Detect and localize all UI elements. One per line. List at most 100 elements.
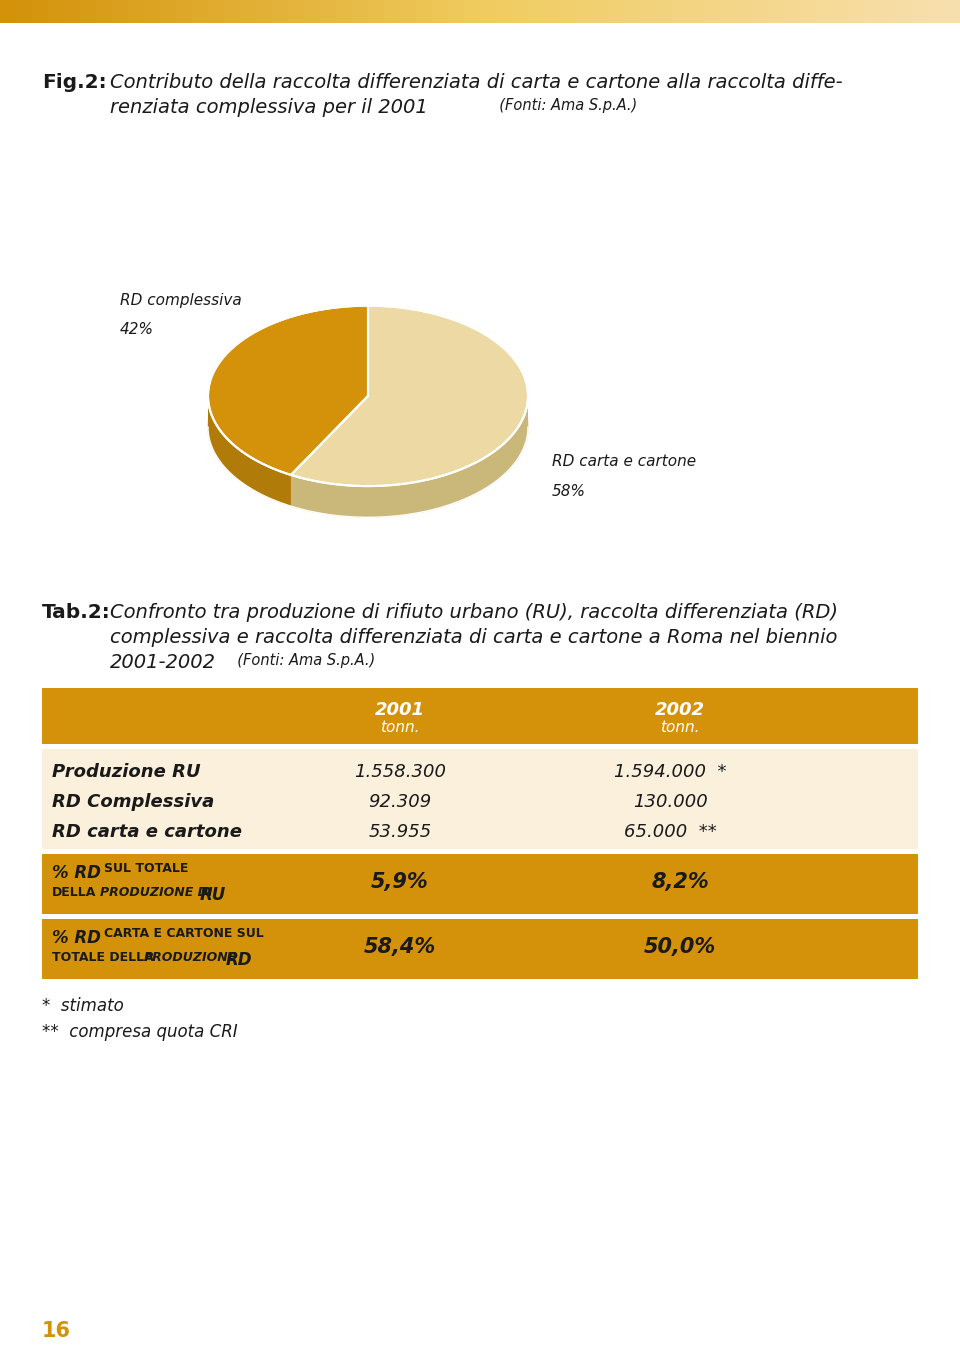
Bar: [560, 0, 577, 23]
Bar: [80, 0, 97, 23]
Bar: [16, 0, 33, 23]
Text: % RD: % RD: [52, 864, 101, 882]
Bar: [42, 915, 918, 919]
Bar: [800, 0, 817, 23]
Bar: [48, 0, 65, 23]
Polygon shape: [291, 395, 528, 518]
Text: renziata complessiva per il 2001: renziata complessiva per il 2001: [110, 98, 428, 117]
Text: RD carta e cartone: RD carta e cartone: [552, 454, 696, 469]
Bar: [640, 0, 657, 23]
Bar: [400, 0, 417, 23]
Bar: [528, 0, 545, 23]
Text: (Fonti: Ama S.p.A.): (Fonti: Ama S.p.A.): [228, 653, 375, 668]
Bar: [320, 0, 337, 23]
Bar: [720, 0, 737, 23]
Text: PRODUZIONE: PRODUZIONE: [144, 951, 237, 964]
Bar: [176, 0, 193, 23]
Text: TOTALE DELLA: TOTALE DELLA: [52, 951, 154, 964]
Bar: [32, 0, 49, 23]
Bar: [42, 750, 918, 849]
Polygon shape: [208, 395, 291, 506]
Text: Confronto tra produzione di rifiuto urbano (RU), raccolta differenziata (RD): Confronto tra produzione di rifiuto urba…: [110, 602, 838, 622]
Bar: [96, 0, 113, 23]
Bar: [384, 0, 401, 23]
Bar: [42, 919, 918, 979]
Bar: [896, 0, 913, 23]
Bar: [42, 688, 918, 744]
Text: 2002: 2002: [655, 701, 705, 720]
Bar: [496, 0, 513, 23]
Text: CARTA E CARTONE SUL: CARTA E CARTONE SUL: [104, 927, 264, 940]
Text: DELLA: DELLA: [52, 886, 96, 900]
Bar: [576, 0, 593, 23]
Bar: [624, 0, 641, 23]
Text: **  compresa quota CRI: ** compresa quota CRI: [42, 1024, 238, 1041]
Text: 2001: 2001: [375, 701, 425, 720]
Bar: [784, 0, 801, 23]
Text: tonn.: tonn.: [380, 720, 420, 735]
Bar: [368, 0, 385, 23]
Bar: [688, 0, 705, 23]
Text: 50,0%: 50,0%: [644, 936, 716, 957]
Bar: [304, 0, 321, 23]
Text: % RD: % RD: [52, 930, 101, 947]
Text: RD carta e cartone: RD carta e cartone: [52, 823, 242, 841]
Text: 2001-2002: 2001-2002: [110, 653, 216, 672]
Bar: [608, 0, 625, 23]
Bar: [768, 0, 785, 23]
Text: 130.000: 130.000: [633, 793, 708, 811]
Bar: [880, 0, 897, 23]
Bar: [464, 0, 481, 23]
Text: Fig.2:: Fig.2:: [42, 74, 107, 91]
Bar: [336, 0, 353, 23]
Text: 5,9%: 5,9%: [372, 872, 429, 891]
Bar: [752, 0, 769, 23]
Bar: [0, 0, 17, 23]
Bar: [42, 849, 918, 855]
Polygon shape: [208, 305, 368, 474]
Bar: [112, 0, 129, 23]
Bar: [272, 0, 289, 23]
Bar: [432, 0, 449, 23]
Text: 58%: 58%: [552, 484, 586, 499]
Text: RD: RD: [226, 951, 252, 969]
Bar: [192, 0, 209, 23]
Bar: [42, 744, 918, 750]
Text: 1.594.000  *: 1.594.000 *: [613, 763, 727, 781]
Bar: [512, 0, 529, 23]
Text: 16: 16: [42, 1321, 71, 1341]
Text: (Fonti: Ama S.p.A.): (Fonti: Ama S.p.A.): [490, 98, 637, 113]
Bar: [256, 0, 273, 23]
Bar: [672, 0, 689, 23]
Bar: [42, 855, 918, 915]
Text: RU: RU: [200, 886, 227, 904]
Bar: [416, 0, 433, 23]
Polygon shape: [208, 337, 528, 518]
Bar: [224, 0, 241, 23]
Bar: [544, 0, 561, 23]
Bar: [64, 0, 81, 23]
Bar: [288, 0, 305, 23]
Bar: [736, 0, 753, 23]
Bar: [864, 0, 881, 23]
Text: 42%: 42%: [120, 323, 154, 338]
Bar: [128, 0, 145, 23]
Text: 58,4%: 58,4%: [364, 936, 436, 957]
Polygon shape: [291, 305, 528, 487]
Text: tonn.: tonn.: [660, 720, 700, 735]
Bar: [352, 0, 369, 23]
Bar: [816, 0, 833, 23]
Bar: [480, 0, 497, 23]
Text: 92.309: 92.309: [369, 793, 432, 811]
Bar: [208, 0, 225, 23]
Bar: [832, 0, 849, 23]
Bar: [240, 0, 257, 23]
Bar: [848, 0, 865, 23]
Text: Tab.2:: Tab.2:: [42, 602, 110, 622]
Text: 53.955: 53.955: [369, 823, 432, 841]
Text: 1.558.300: 1.558.300: [354, 763, 446, 781]
Text: complessiva e raccolta differenziata di carta e cartone a Roma nel biennio: complessiva e raccolta differenziata di …: [110, 628, 837, 647]
Bar: [144, 0, 161, 23]
Text: 65.000  **: 65.000 **: [624, 823, 716, 841]
Text: RD complessiva: RD complessiva: [120, 293, 242, 308]
